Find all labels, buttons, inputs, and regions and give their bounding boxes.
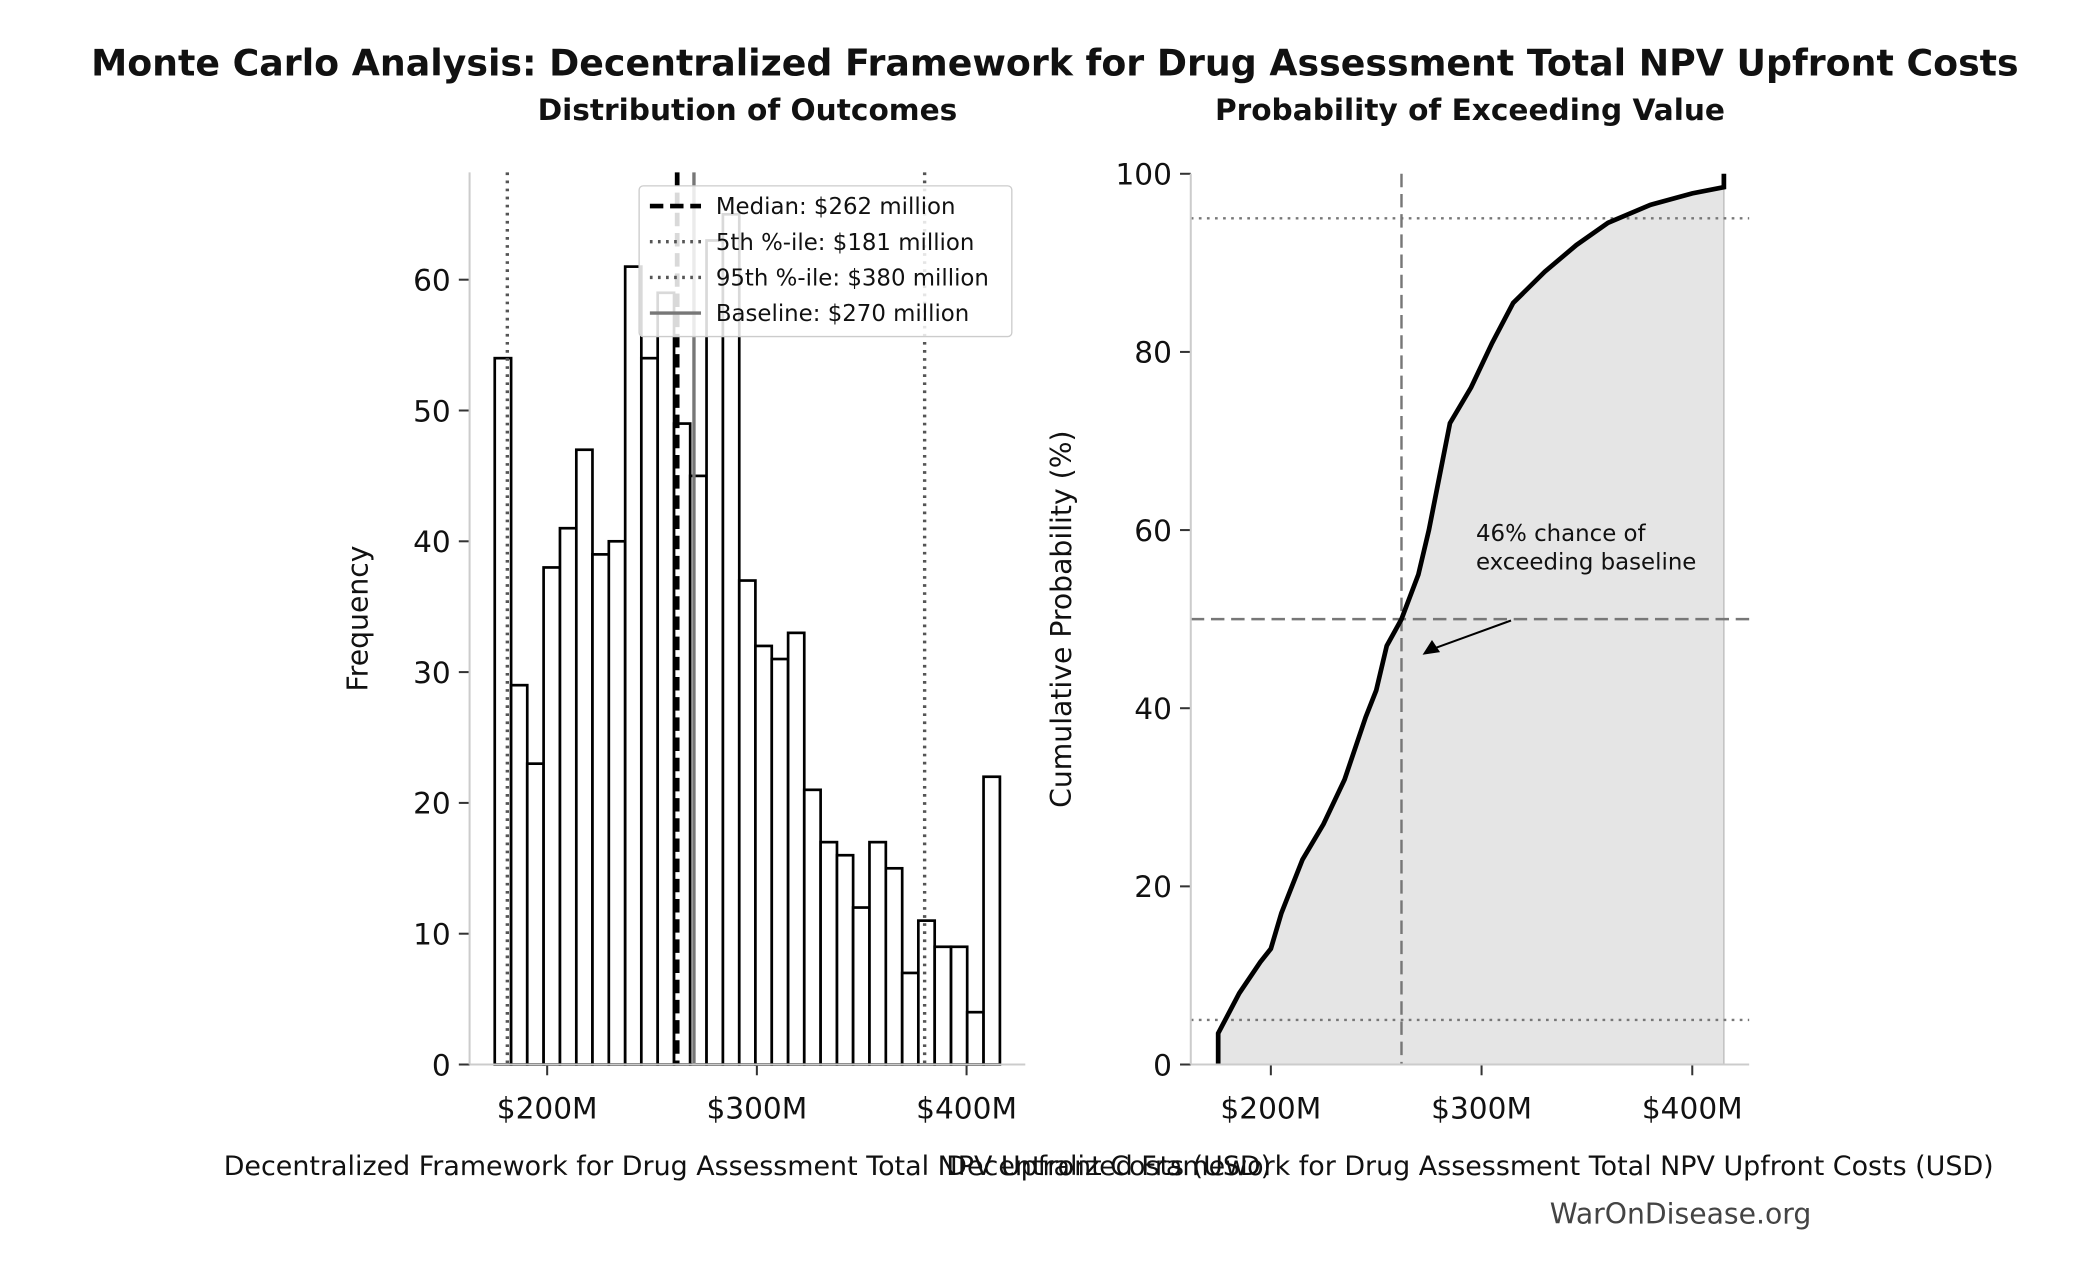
bar [786, 631, 806, 1066]
bar [819, 840, 839, 1066]
bar [770, 657, 790, 1066]
arrow-head [1422, 639, 1441, 655]
y-tick-label: 30 [413, 656, 451, 690]
x-tick-label: $400M [916, 1091, 1017, 1125]
cdf-line [1215, 173, 1727, 1065]
bar [982, 775, 1002, 1066]
bar [525, 762, 545, 1066]
bar [705, 239, 725, 1066]
y-tick-label: 80 [1134, 336, 1172, 370]
y-axis-label: Cumulative Probability (%) [1045, 430, 1078, 807]
annotation: 46% chance of [1476, 521, 1647, 547]
x-axis-label: Decentralized Framework for Drug Assessm… [224, 1151, 1271, 1182]
bar [639, 356, 660, 1066]
bar [949, 945, 969, 1066]
x-tick-label: $200M [497, 1091, 598, 1125]
bar [802, 788, 822, 1066]
y-axis-label: Frequency [341, 545, 374, 691]
x-tick-label: $300M [706, 1091, 807, 1125]
y-tick-label: 0 [432, 1048, 451, 1082]
bar [737, 579, 757, 1066]
bar [623, 265, 643, 1066]
bar [607, 539, 627, 1066]
bar [721, 212, 741, 1066]
subtitle: Distribution of Outcomes [538, 93, 958, 127]
x-tick-label: $400M [1642, 1091, 1743, 1125]
y-tick-label: 60 [1134, 514, 1172, 548]
bar [656, 291, 676, 1066]
bar [558, 526, 578, 1066]
y-tick-label: 60 [413, 263, 451, 297]
y-tick-label: 20 [1134, 870, 1172, 904]
y-tick-label: 20 [413, 787, 451, 821]
legend-label: 95th %-ile: $380 million [716, 265, 989, 291]
legend-label: 5th %-ile: $181 million [716, 230, 975, 256]
bar [851, 906, 871, 1066]
bar [574, 448, 594, 1066]
y-tick-label: 40 [1134, 692, 1172, 726]
bar [591, 553, 611, 1066]
x-axis-label: Decentralized Framework for Drug Assessm… [946, 1151, 1993, 1182]
annotation-arrow [1427, 619, 1512, 652]
subtitle: Probability of Exceeding Value [1215, 93, 1725, 127]
legend-box [638, 185, 1013, 338]
bar [965, 1010, 985, 1066]
bar [754, 644, 774, 1066]
annotation: exceeding baseline [1476, 549, 1696, 575]
y-tick-label: 50 [413, 394, 451, 428]
figure-title: Monte Carlo Analysis: Decentralized Fram… [91, 42, 2019, 85]
y-tick-label: 0 [1153, 1048, 1172, 1082]
bar [900, 971, 920, 1066]
source: WarOnDisease.org [1550, 1197, 1812, 1230]
bar [916, 919, 937, 1066]
bar [868, 840, 888, 1066]
bar [933, 945, 953, 1066]
bar [835, 853, 855, 1066]
bar [509, 683, 529, 1066]
y-tick-label: 40 [413, 525, 451, 559]
x-tick-label: $300M [1431, 1091, 1532, 1125]
y-tick-label: 10 [413, 917, 451, 951]
x-tick-label: $200M [1220, 1091, 1321, 1125]
bar [542, 566, 562, 1066]
bar [884, 866, 904, 1066]
legend-label: Median: $262 million [716, 194, 956, 220]
legend-label: Baseline: $270 million [716, 301, 969, 327]
y-tick-label: 100 [1115, 158, 1172, 192]
